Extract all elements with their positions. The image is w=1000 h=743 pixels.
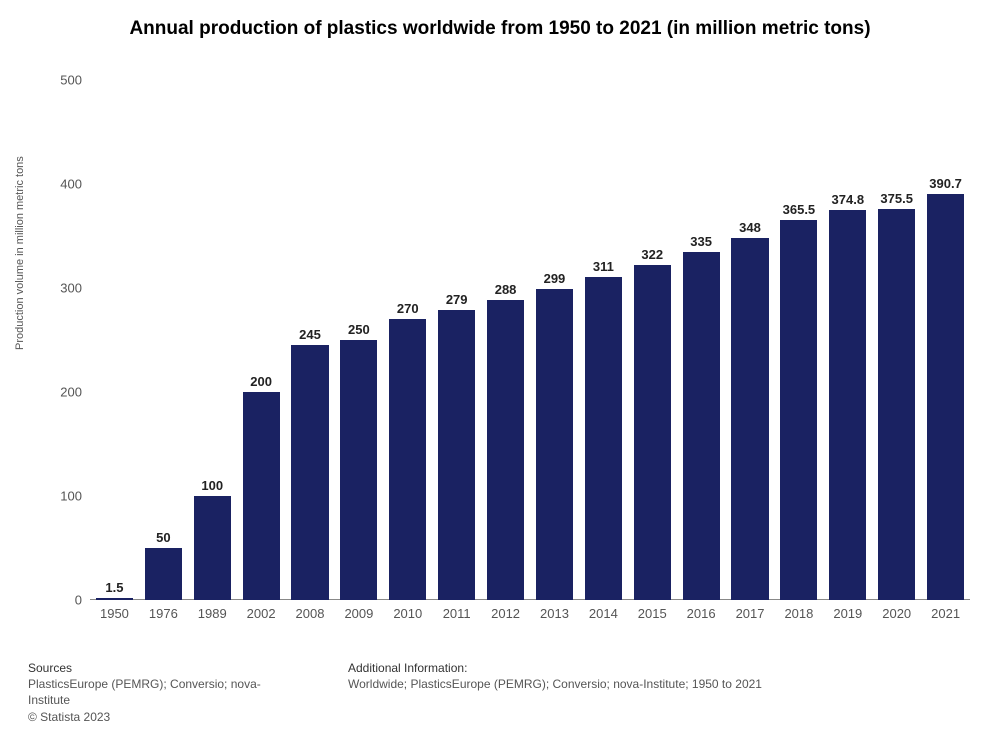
bar-slot: 50 [139, 80, 188, 600]
bar: 375.5 [878, 209, 915, 600]
x-tick-label: 2018 [774, 600, 823, 621]
bar: 311 [585, 277, 622, 600]
bar-slot: 200 [237, 80, 286, 600]
bar-slot: 1.5 [90, 80, 139, 600]
bar: 390.7 [927, 194, 964, 600]
plot-area: 1.5 50 100 200 245 250 270 279 288 299 311 322 335 34… [90, 80, 970, 600]
y-tick-label: 500 [42, 73, 82, 88]
bar-value-label: 335 [690, 234, 712, 252]
sources-block: Sources PlasticsEurope (PEMRG); Conversi… [28, 660, 288, 725]
bar-slot: 250 [334, 80, 383, 600]
x-tick-label: 2008 [286, 600, 335, 621]
bar: 348 [731, 238, 768, 600]
bar: 200 [243, 392, 280, 600]
sources-heading: Sources [28, 660, 288, 676]
bar-value-label: 311 [593, 259, 614, 277]
bar: 270 [389, 319, 426, 600]
bar-slot: 100 [188, 80, 237, 600]
bar-value-label: 375.5 [880, 191, 913, 209]
bar-value-label: 50 [156, 530, 170, 548]
bar-slot: 322 [628, 80, 677, 600]
y-tick-label: 400 [42, 177, 82, 192]
bar: 299 [536, 289, 573, 600]
chart-area: 1.5 50 100 200 245 250 270 279 288 299 311 322 335 34… [90, 70, 970, 630]
bar-value-label: 322 [641, 247, 663, 265]
x-tick-label: 2019 [823, 600, 872, 621]
chart-title: Annual production of plastics worldwide … [0, 0, 1000, 46]
bar-value-label: 299 [544, 271, 566, 289]
bar: 100 [194, 496, 231, 600]
info-text: Worldwide; PlasticsEurope (PEMRG); Conve… [348, 676, 762, 692]
bar-value-label: 1.5 [105, 580, 123, 598]
bar: 374.8 [829, 210, 866, 600]
x-tick-label: 1976 [139, 600, 188, 621]
info-block: Additional Information: Worldwide; Plast… [348, 660, 762, 725]
x-tick-label: 2002 [237, 600, 286, 621]
bar: 279 [438, 310, 475, 600]
bar-value-label: 270 [397, 301, 419, 319]
x-tick-label: 2014 [579, 600, 628, 621]
bar-value-label: 200 [250, 374, 272, 392]
bar-slot: 390.7 [921, 80, 970, 600]
y-tick-label: 100 [42, 489, 82, 504]
bar-value-label: 100 [201, 478, 223, 496]
bar-slot: 365.5 [774, 80, 823, 600]
x-tick-label: 2015 [628, 600, 677, 621]
chart-footer: Sources PlasticsEurope (PEMRG); Conversi… [28, 660, 980, 725]
bar-slot: 288 [481, 80, 530, 600]
x-tick-label: 2012 [481, 600, 530, 621]
copyright-text: © Statista 2023 [28, 709, 288, 725]
bar-value-label: 390.7 [929, 176, 962, 194]
y-tick-label: 200 [42, 385, 82, 400]
y-axis-label: Production volume in million metric tons [14, 156, 26, 350]
x-tick-label: 2011 [432, 600, 481, 621]
x-labels-row: 1950197619892002200820092010201120122013… [90, 600, 970, 621]
bar-value-label: 374.8 [832, 192, 865, 210]
bar-value-label: 245 [299, 327, 321, 345]
bar-value-label: 348 [739, 220, 761, 238]
x-tick-label: 2016 [677, 600, 726, 621]
bar-slot: 270 [383, 80, 432, 600]
x-tick-label: 2020 [872, 600, 921, 621]
bar-value-label: 288 [495, 282, 517, 300]
bar: 322 [634, 265, 671, 600]
bar: 365.5 [780, 220, 817, 600]
info-heading: Additional Information: [348, 660, 762, 676]
bar: 245 [291, 345, 328, 600]
bar-slot: 375.5 [872, 80, 921, 600]
bar-value-label: 250 [348, 322, 370, 340]
x-tick-label: 2010 [383, 600, 432, 621]
bar: 335 [683, 252, 720, 600]
bars-row: 1.5 50 100 200 245 250 270 279 288 299 311 322 335 34… [90, 80, 970, 600]
bar-slot: 279 [432, 80, 481, 600]
bar-value-label: 279 [446, 292, 468, 310]
chart-container: Annual production of plastics worldwide … [0, 0, 1000, 743]
y-tick-label: 300 [42, 281, 82, 296]
x-tick-label: 2017 [726, 600, 775, 621]
bar: 50 [145, 548, 182, 600]
bar-slot: 374.8 [823, 80, 872, 600]
bar-value-label: 365.5 [783, 202, 816, 220]
x-tick-label: 1950 [90, 600, 139, 621]
bar-slot: 245 [286, 80, 335, 600]
y-tick-label: 0 [42, 593, 82, 608]
sources-text: PlasticsEurope (PEMRG); Conversio; nova-… [28, 676, 288, 708]
bar-slot: 335 [677, 80, 726, 600]
x-tick-label: 2009 [334, 600, 383, 621]
x-tick-label: 2013 [530, 600, 579, 621]
bar-slot: 348 [726, 80, 775, 600]
bar: 288 [487, 300, 524, 600]
bar-slot: 299 [530, 80, 579, 600]
bar: 250 [340, 340, 377, 600]
bar-slot: 311 [579, 80, 628, 600]
x-tick-label: 2021 [921, 600, 970, 621]
x-tick-label: 1989 [188, 600, 237, 621]
